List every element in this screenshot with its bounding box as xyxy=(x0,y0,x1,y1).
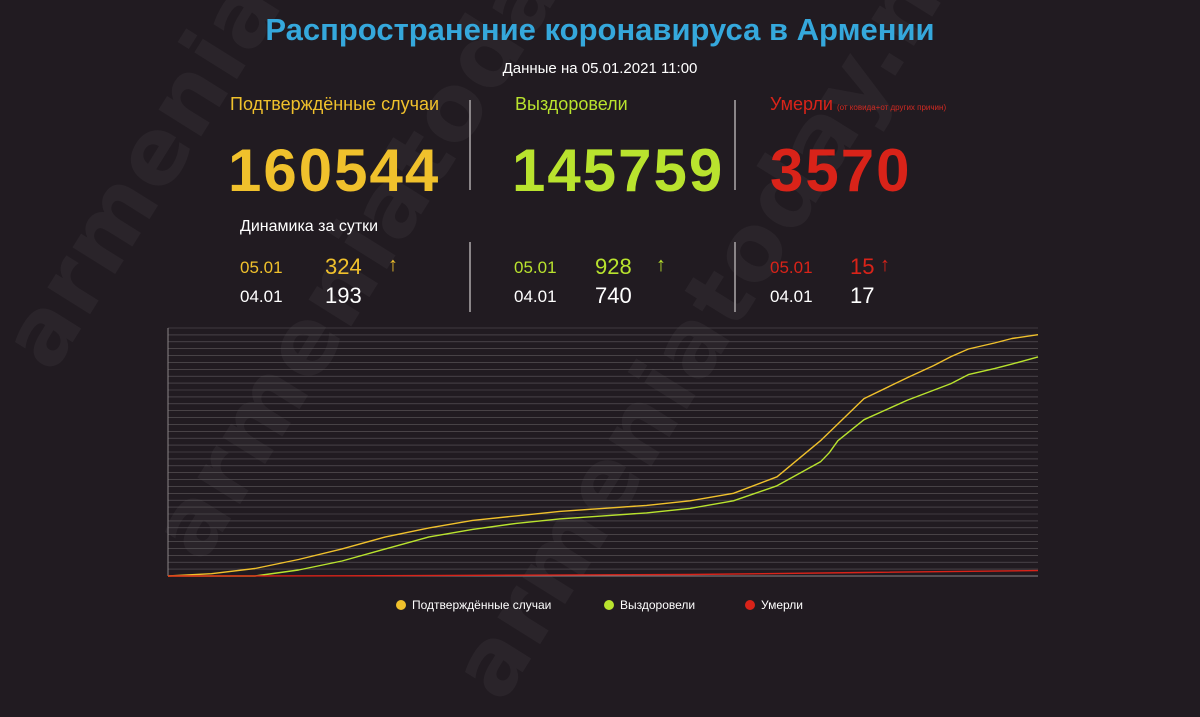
confirmed-today-value: 324 xyxy=(325,254,362,279)
series-line-0 xyxy=(167,334,1039,577)
legend-dot-icon xyxy=(396,600,406,610)
legend-item-confirmed: Подтверждённые случаи xyxy=(396,598,551,612)
legend-label: Подтверждённые случаи xyxy=(412,598,552,612)
legend-dot-icon xyxy=(604,600,614,610)
confirmed-total: 160544 xyxy=(228,137,441,204)
recovered-prev-value: 740 xyxy=(595,283,632,308)
divider xyxy=(734,100,736,190)
deaths-total: 3570 xyxy=(770,137,912,204)
confirmed-label: Подтверждённые случаи xyxy=(230,94,440,114)
legend-dot-icon xyxy=(745,600,755,610)
deaths-note: (от ковида+от других причин) xyxy=(836,103,947,112)
legend-label: Выздоровели xyxy=(620,598,696,612)
confirmed-today-date: 05.01 xyxy=(240,258,283,277)
divider xyxy=(469,242,471,312)
confirmed-prev-date: 04.01 xyxy=(240,287,283,306)
recovered-today-date: 05.01 xyxy=(514,258,557,277)
page-title: Распространение коронавируса в Армении xyxy=(265,12,935,47)
legend-item-recovered: Выздоровели xyxy=(604,598,695,612)
arrow-up-icon: ↑ xyxy=(656,254,666,276)
deaths-today-date: 05.01 xyxy=(770,258,813,277)
confirmed-prev-value: 193 xyxy=(325,283,362,308)
recovered-prev-date: 04.01 xyxy=(514,287,557,306)
deaths-prev-date: 04.01 xyxy=(770,287,813,306)
deaths-prev-value: 17 xyxy=(850,283,875,308)
data-timestamp: Данные на 05.01.2021 11:00 xyxy=(502,60,698,77)
recovered-total: 145759 xyxy=(512,137,725,204)
arrow-up-icon: ↑ xyxy=(388,254,398,276)
legend-label: Умерли xyxy=(761,598,803,612)
series-line-2 xyxy=(167,569,1039,577)
dynamics-title: Динамика за сутки xyxy=(240,218,379,235)
deaths-today-value: 15 xyxy=(850,254,875,279)
divider xyxy=(469,100,471,190)
series-line-1 xyxy=(168,356,1039,577)
deaths-label: Умерли (от ковида+от других причин) xyxy=(770,94,946,115)
divider xyxy=(734,242,736,312)
arrow-up-icon: ↑ xyxy=(880,254,890,276)
recovered-today-value: 928 xyxy=(595,254,632,279)
recovered-label: Выздоровели xyxy=(515,94,628,114)
legend-item-deaths: Умерли xyxy=(745,598,803,612)
line-chart xyxy=(167,327,1039,577)
deaths-label-text: Умерли xyxy=(770,94,833,114)
